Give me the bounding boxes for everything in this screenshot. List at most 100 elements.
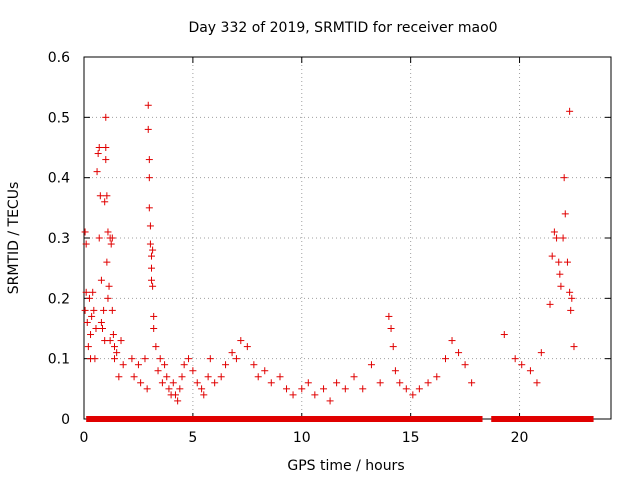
data-point: [461, 361, 469, 369]
data-point: [110, 355, 118, 363]
y-tick-label: 0.3: [48, 231, 70, 247]
data-point: [550, 228, 558, 236]
data-point: [144, 101, 152, 109]
data-point: [107, 240, 115, 248]
data-point: [158, 379, 166, 387]
data-point: [90, 306, 98, 314]
data-point: [146, 240, 154, 248]
grid: [84, 57, 611, 419]
data-point: [320, 385, 328, 393]
data-point: [119, 361, 127, 369]
data-point: [108, 306, 116, 314]
data-point: [99, 325, 107, 332]
data-point: [333, 379, 341, 387]
data-point: [94, 150, 102, 158]
data-point: [267, 379, 275, 387]
data-point: [115, 373, 123, 381]
data-point: [228, 349, 236, 357]
data-point: [283, 385, 291, 393]
data-point: [174, 397, 182, 405]
data-point: [276, 373, 284, 381]
y-tick-label: 0.4: [48, 171, 70, 187]
data-point: [448, 337, 456, 345]
data-point: [402, 385, 410, 393]
data-point: [441, 355, 449, 363]
data-point: [163, 373, 171, 381]
data-point: [546, 300, 554, 308]
y-tick-label: 0: [61, 412, 70, 428]
data-point: [95, 144, 103, 151]
data-point: [103, 258, 111, 266]
y-tick-label: 0.1: [48, 352, 70, 368]
data-point: [110, 343, 118, 351]
data-point: [106, 337, 114, 345]
data-point: [326, 397, 334, 405]
data-point: [102, 144, 110, 151]
data-point: [102, 156, 110, 164]
data-point: [537, 349, 545, 357]
y-tick-label: 0.5: [48, 110, 70, 126]
data-point: [143, 385, 151, 393]
data-point: [222, 361, 230, 369]
data-point: [171, 391, 179, 399]
x-axis-label: GPS time / hours: [287, 458, 404, 474]
data-point: [93, 168, 101, 176]
data-point: [150, 325, 158, 332]
data-point: [204, 373, 212, 381]
data-point: [237, 337, 245, 345]
data-point: [359, 385, 367, 393]
data-point: [95, 234, 103, 242]
data-point: [557, 282, 565, 290]
x-tick-label: 10: [293, 430, 311, 446]
chart-title: Day 332 of 2019, SRMTID for receiver mao…: [188, 20, 497, 36]
data-point: [145, 204, 153, 212]
data-point: [548, 252, 556, 260]
data-point: [91, 355, 99, 363]
data-point: [409, 391, 417, 399]
data-point: [113, 349, 121, 357]
data-point: [150, 312, 158, 320]
data-point: [156, 355, 164, 363]
data-point: [100, 306, 108, 314]
data-point: [468, 379, 476, 387]
data-point: [387, 325, 395, 332]
data-point: [141, 355, 149, 363]
data-point: [145, 156, 153, 164]
data-point: [533, 379, 541, 387]
data-point: [560, 174, 568, 182]
data-point: [97, 276, 105, 284]
data-point: [433, 373, 441, 381]
x-tick-label: 5: [188, 430, 197, 446]
data-point: [455, 349, 463, 357]
data-point: [128, 355, 136, 363]
data-point: [185, 355, 193, 363]
data-point: [566, 107, 574, 115]
data-point: [144, 125, 152, 133]
data-point: [81, 306, 89, 314]
data-point: [211, 379, 219, 387]
data-point: [82, 240, 90, 248]
data-point: [83, 318, 91, 326]
data-point: [367, 361, 375, 369]
data-point: [561, 210, 569, 218]
data-point: [350, 373, 358, 381]
data-point: [148, 264, 156, 272]
data-point: [105, 282, 113, 290]
data-point: [169, 379, 177, 387]
data-point: [261, 367, 269, 375]
x-tick-label: 20: [511, 430, 529, 446]
y-axis-label: SRMTID / TECUs: [6, 182, 22, 295]
data-point: [180, 361, 188, 369]
data-point: [85, 294, 93, 302]
data-point: [81, 228, 89, 236]
data-point: [250, 361, 258, 369]
data-point: [500, 331, 508, 339]
data-point: [217, 373, 225, 381]
data-point: [149, 282, 157, 290]
data-point: [146, 222, 154, 230]
data-point: [102, 113, 110, 121]
data-point: [152, 343, 160, 351]
data-point: [289, 391, 297, 399]
data-point: [134, 361, 142, 369]
data-point: [243, 343, 251, 351]
